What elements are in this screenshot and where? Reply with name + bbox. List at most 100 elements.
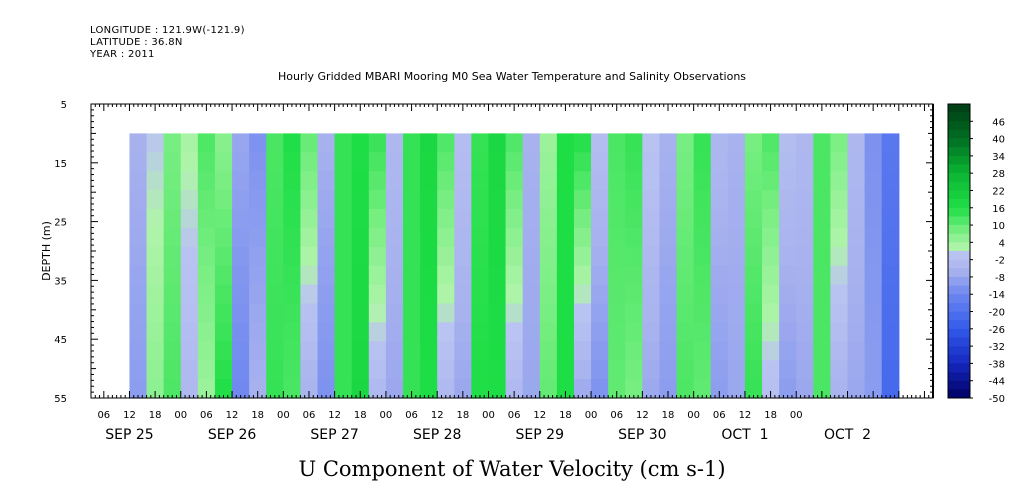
- heatmap-cell: [420, 190, 438, 210]
- heatmap-cell: [214, 360, 233, 380]
- heatmap-cell: [334, 152, 353, 172]
- heatmap-cell: [642, 190, 661, 210]
- heatmap-cell: [403, 246, 421, 267]
- heatmap-cell: [591, 171, 609, 191]
- heatmap-cell: [573, 322, 592, 342]
- heatmap-cell: [317, 303, 336, 323]
- heatmap-cell: [591, 152, 609, 172]
- heatmap-cell: [197, 341, 216, 361]
- heatmap-cell: [864, 341, 883, 361]
- heatmap-cell: [488, 190, 507, 210]
- heatmap-cell: [146, 303, 165, 323]
- heatmap-cell: [642, 133, 661, 153]
- heatmap-cell: [385, 209, 404, 229]
- colorbar-swatch: [948, 233, 970, 243]
- heatmap-cell: [317, 265, 336, 286]
- heatmap-cell: [693, 133, 712, 153]
- heatmap-cell: [864, 246, 883, 267]
- heatmap-cell: [471, 152, 490, 172]
- heatmap-cell: [505, 379, 524, 399]
- heatmap-cell: [283, 152, 302, 172]
- heatmap-cell: [471, 341, 490, 361]
- heatmap-cell: [249, 322, 267, 342]
- heatmap-cell: [830, 322, 849, 342]
- x-hour-label: 06: [508, 410, 521, 421]
- x-hour-label: 00: [277, 410, 290, 421]
- heatmap-cell: [488, 284, 507, 305]
- heatmap-cell: [385, 246, 404, 267]
- heatmap-cell: [163, 303, 182, 323]
- heatmap-cell: [591, 341, 609, 361]
- colorbar: 46 40 34 28 22 16 10 4 -2 -8 -14 -20 -26 -32 -38 -44 -50: [947, 103, 1005, 405]
- heatmap-cell: [214, 303, 233, 323]
- heatmap-cell: [659, 190, 678, 210]
- heatmap-cell: [659, 152, 678, 172]
- heatmap-cell: [591, 209, 609, 229]
- heatmap-cell: [454, 246, 472, 267]
- heatmap-cell: [471, 265, 490, 286]
- heatmap-cell: [232, 171, 250, 191]
- heatmap-cell: [676, 171, 695, 191]
- heatmap-cell: [591, 360, 609, 380]
- heatmap-cell: [129, 209, 148, 229]
- heatmap-cell: [505, 360, 524, 380]
- heatmap-cell: [881, 133, 900, 153]
- heatmap-cell: [420, 379, 438, 399]
- heatmap-cell: [556, 227, 575, 248]
- colorbar-label: 28: [992, 169, 1005, 180]
- x-day-label: SEP 25: [105, 427, 153, 443]
- heatmap-cell: [163, 133, 182, 153]
- x-hour-label: 06: [405, 410, 418, 421]
- heatmap-cell: [693, 227, 712, 248]
- heatmap-cell: [608, 246, 626, 267]
- heatmap-cell: [368, 303, 387, 323]
- heatmap-cell: [146, 265, 165, 286]
- heatmap-cell: [762, 190, 780, 210]
- heatmap-cell: [573, 171, 592, 191]
- heatmap-cell: [539, 303, 558, 323]
- heatmap-cell: [847, 246, 866, 267]
- x-hour-label: 00: [687, 410, 700, 421]
- heatmap-cell: [608, 133, 626, 153]
- heatmap-cell: [864, 265, 883, 286]
- heatmap-cell: [146, 209, 165, 229]
- heatmap-cell: [762, 152, 780, 172]
- heatmap-cell: [573, 303, 592, 323]
- heatmap-cell: [385, 265, 404, 286]
- heatmap-cell: [197, 360, 216, 380]
- colorbar-swatch: [948, 302, 970, 312]
- heatmap-cell: [779, 190, 797, 210]
- y-axis-title: DEPTH (m): [40, 221, 53, 281]
- heatmap-cell: [744, 152, 763, 172]
- colorbar-label: -32: [989, 342, 1005, 353]
- heatmap-cell: [727, 133, 746, 153]
- heatmap-cell: [659, 360, 678, 380]
- heatmap-cell: [796, 322, 814, 342]
- colorbar-label: 22: [992, 186, 1005, 197]
- heatmap-cell: [385, 303, 404, 323]
- heatmap-cell: [163, 265, 182, 286]
- heatmap-cell: [180, 303, 199, 323]
- heatmap-cell: [437, 341, 455, 361]
- heatmap-cell: [556, 360, 575, 380]
- y-tick-label: 5: [61, 100, 67, 111]
- heatmap-cell: [693, 265, 712, 286]
- heatmap-cell: [403, 322, 421, 342]
- heatmap-cell: [300, 284, 319, 305]
- heatmap-cell: [180, 322, 199, 342]
- heatmap-cell: [727, 265, 746, 286]
- heatmap-cell: [710, 303, 729, 323]
- x-hour-label: 18: [456, 410, 469, 421]
- heatmap-cell: [163, 322, 182, 342]
- heatmap-cell: [300, 133, 319, 153]
- heatmap-cell: [249, 360, 267, 380]
- heatmap-cell: [522, 133, 541, 153]
- heatmap-cell: [813, 133, 832, 153]
- heatmap-cell: [539, 322, 558, 342]
- heatmap-cell: [779, 379, 797, 399]
- heatmap-cell: [881, 379, 900, 399]
- heatmap-cell: [830, 284, 849, 305]
- x-axis: 06 12 18 00 06 12 18 00 06 12 18 00 06 12 18 00 06 12 18 00…: [90, 104, 934, 443]
- heatmap-cell: [659, 284, 678, 305]
- heatmap-cell: [266, 322, 284, 342]
